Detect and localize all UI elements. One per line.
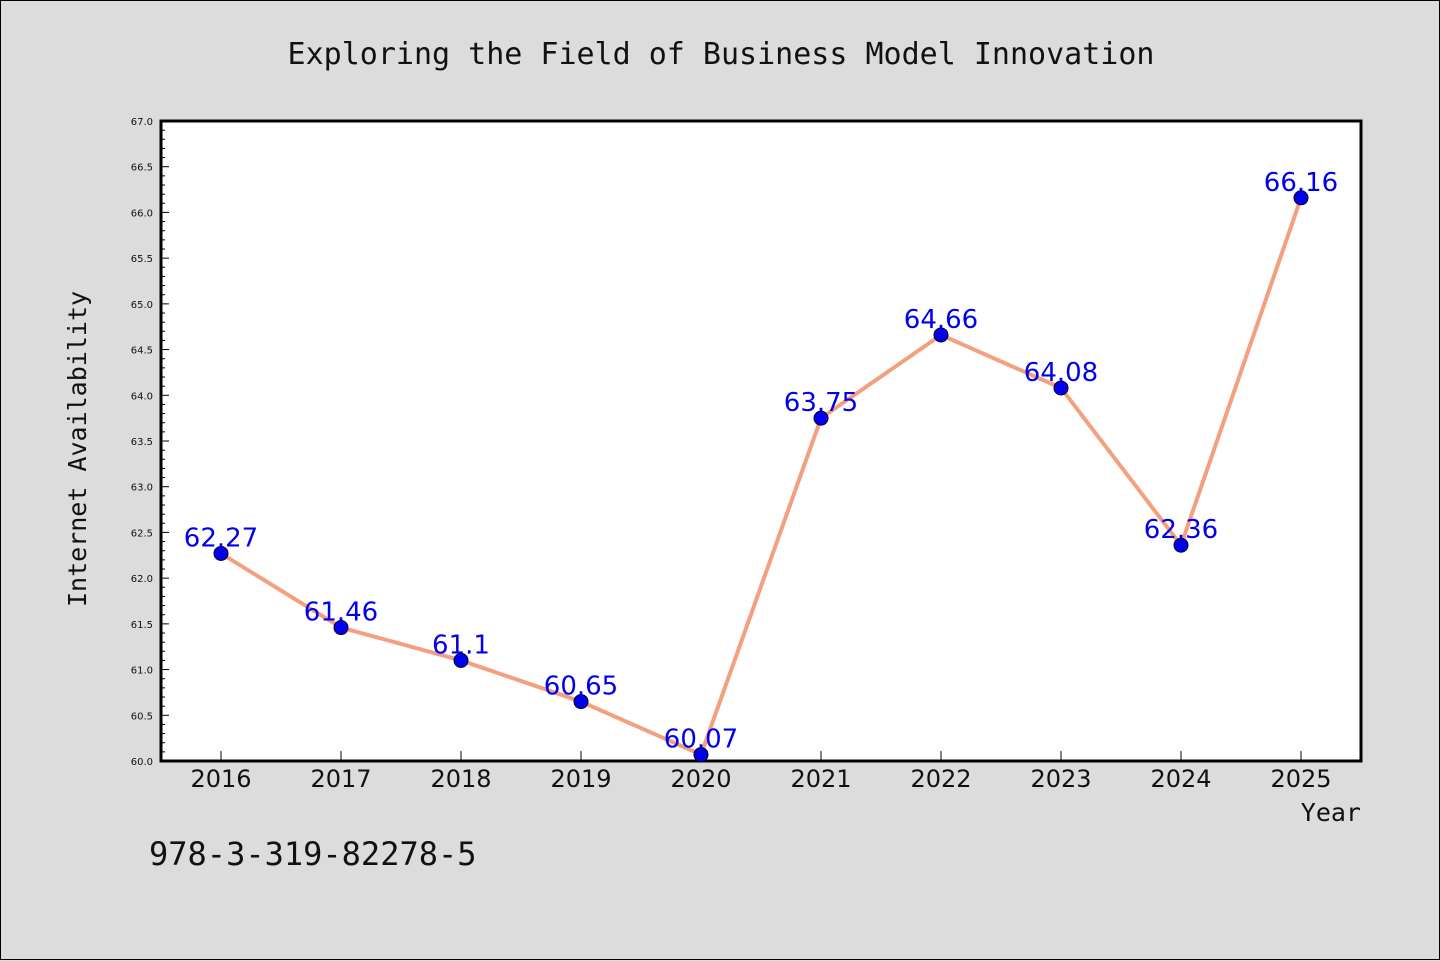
y-tick-label: 62.0 [131, 574, 153, 585]
x-tick-label: 2017 [310, 765, 371, 793]
data-label: 62.27 [184, 523, 258, 553]
x-tick-label: 2020 [670, 765, 731, 793]
data-point [1173, 537, 1189, 553]
x-axis: 2016 2017 2018 2019 2020 2021 2022 2023 2024 2025 [190, 751, 1332, 793]
data-point [213, 545, 229, 561]
isbn-text: 978-3-319-82278-5 [149, 835, 477, 873]
chart-title: Exploring the Field of Business Model In… [288, 37, 1155, 72]
data-label: 64.08 [1024, 358, 1098, 388]
plot-area [159, 119, 1363, 763]
y-tick-label: 66.0 [131, 208, 153, 219]
x-tick-label: 2022 [910, 765, 971, 793]
data-label: 64.66 [904, 305, 978, 335]
data-label: 63.75 [784, 388, 858, 418]
data-point [693, 747, 709, 763]
data-point [813, 410, 829, 426]
y-tick-label: 61.5 [131, 620, 153, 631]
y-tick-label: 64.5 [131, 346, 153, 357]
x-tick-label: 2018 [430, 765, 491, 793]
series-group: 62.27 61.46 61.1 60.65 60.07 63.75 64.66 64.08 6… [184, 168, 1338, 763]
data-label: 61.46 [304, 598, 378, 628]
x-tick-label: 2025 [1270, 765, 1331, 793]
y-tick-label: 66.5 [131, 163, 153, 174]
data-label: 61.1 [432, 630, 490, 660]
data-label: 60.07 [664, 725, 738, 755]
y-tick-label: 65.0 [131, 300, 153, 311]
y-tick-label: 67.0 [131, 117, 153, 128]
data-point [1293, 190, 1309, 206]
x-tick-label: 2024 [1150, 765, 1211, 793]
y-tick-label: 62.5 [131, 528, 153, 539]
y-tick-label: 65.5 [131, 254, 153, 265]
y-tick-label: 64.0 [131, 391, 153, 402]
y-axis-label: Internet Availability [63, 291, 92, 607]
x-axis-label: Year [1301, 798, 1361, 827]
y-tick-label: 63.5 [131, 437, 153, 448]
data-point [573, 694, 589, 710]
y-tick-label: 61.0 [131, 666, 153, 677]
data-point [453, 652, 469, 668]
y-tick-label: 60.0 [131, 757, 153, 768]
data-point [1053, 380, 1069, 396]
series-line [219, 197, 1303, 757]
x-tick-label: 2023 [1030, 765, 1091, 793]
data-label: 60.65 [544, 672, 618, 702]
data-point [333, 620, 349, 636]
y-tick-label: 60.5 [131, 711, 153, 722]
y-axis: 60.0 60.5 61.0 61.5 62.0 62.5 63.0 63.5 64.0 64.5… [131, 117, 169, 768]
y-tick-label: 63.0 [131, 483, 153, 494]
x-tick-label: 2016 [190, 765, 251, 793]
x-tick-label: 2021 [790, 765, 851, 793]
x-tick-label: 2019 [550, 765, 611, 793]
data-label: 66.16 [1264, 168, 1338, 198]
data-point [933, 327, 949, 343]
data-label: 62.36 [1144, 515, 1218, 545]
